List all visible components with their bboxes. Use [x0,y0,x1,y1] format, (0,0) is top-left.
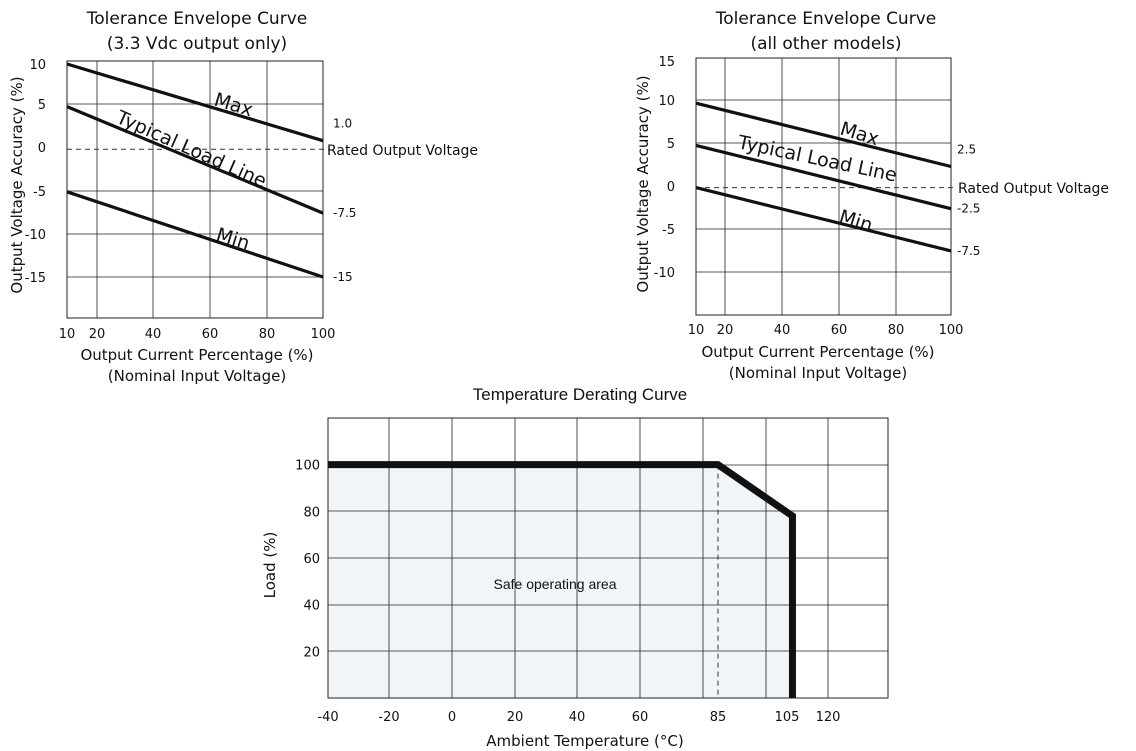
chart-title: Temperature Derating Curve [473,385,687,404]
x-tick-label: 0 [448,710,456,725]
series-line-0 [66,62,324,143]
series-name-label: Max [838,118,882,151]
y-tick-label: -10 [25,228,46,243]
series-end-label: 2.5 [957,143,976,157]
y-axis-label: Output Voltage Accuracy (%) [8,76,26,293]
x-tick-label: 40 [569,710,586,725]
x-tick-label: 40 [774,323,791,338]
x-tick-label: 20 [89,327,106,342]
derating-chart: Temperature Derating Curve Safe operating… [261,385,889,750]
rated-voltage-label: Rated Output Voltage [958,181,1109,197]
y-tick-label: 0 [38,141,46,156]
y-tick-label: 80 [303,505,320,520]
plot-frame [327,417,889,699]
x-axis-sublabel: (Nominal Input Voltage) [729,364,907,382]
x-axis-label: Output Current Percentage (%) [701,343,934,361]
plot-frame [695,57,952,316]
chart-subtitle: (3.3 Vdc output only) [107,34,287,54]
x-axis-sublabel: (Nominal Input Voltage) [108,367,286,385]
series-end-label: -7.5 [957,244,980,258]
series-line-0 [695,101,952,169]
y-tick-label: -5 [662,223,675,238]
y-axis-label: Output Voltage Accuracy (%) [634,75,652,292]
x-tick-label: 60 [202,327,219,342]
series-end-label: 1.0 [333,117,352,131]
series-line-1 [695,143,952,211]
safe-area-label: Safe operating area [494,576,617,592]
x-tick-label: 100 [939,323,964,338]
rated-voltage-label: Rated Output Voltage [327,143,478,159]
x-tick-label: 10 [59,327,76,342]
x-tick-label: 40 [145,327,162,342]
x-tick-label: -40 [317,710,338,725]
x-axis-label: Ambient Temperature (°C) [486,732,683,750]
y-tick-label: -5 [33,185,46,200]
plot-frame [66,60,324,319]
y-tick-label: -10 [654,266,675,281]
x-tick-label: 10 [688,323,705,338]
x-tick-label: 20 [717,323,734,338]
chart-title: Tolerance Envelope Curve [86,9,307,29]
tolerance-chart-2: Tolerance Envelope Curve (all other model… [634,9,1109,382]
y-tick-label: 5 [667,137,675,152]
series-line-2 [695,186,952,253]
y-tick-label: 10 [29,58,46,73]
derating-curve [328,461,796,698]
x-tick-label: 80 [259,327,276,342]
x-tick-label: 80 [888,323,905,338]
y-tick-label: 0 [667,180,675,195]
series-end-label: -7.5 [333,206,356,220]
y-tick-label: 5 [38,98,46,113]
series-line-2 [66,190,324,279]
x-tick-label: -20 [378,710,399,725]
x-tick-label: 105 [775,710,800,725]
series-line-1 [66,105,324,215]
x-tick-label: 20 [507,710,524,725]
y-tick-label: 10 [658,94,675,109]
safe-operating-area [328,464,793,698]
chart-title: Tolerance Envelope Curve [715,9,936,29]
x-axis-label: Output Current Percentage (%) [80,346,313,364]
series-end-label: -15 [333,270,353,284]
chart-subtitle: (all other models) [750,34,901,54]
series-name-label: Max [212,89,256,122]
series-name-label: Min [214,224,253,255]
tolerance-chart-1: Tolerance Envelope Curve (3.3 Vdc output … [8,9,478,385]
y-tick-label: 20 [303,645,320,660]
series-end-label: -2.5 [957,202,980,216]
y-tick-label: 100 [295,459,320,474]
series-name-label: Min [837,206,876,237]
y-tick-label: 60 [303,552,320,567]
x-tick-label: 60 [831,323,848,338]
x-tick-label: 60 [632,710,649,725]
y-tick-label: -15 [25,271,46,286]
y-tick-label: 40 [303,599,320,614]
y-tick-label: 15 [658,55,675,70]
x-tick-label: 85 [710,710,727,725]
x-tick-label: 100 [311,327,336,342]
y-axis-label: Load (%) [261,532,279,599]
x-tick-label: 120 [816,710,841,725]
